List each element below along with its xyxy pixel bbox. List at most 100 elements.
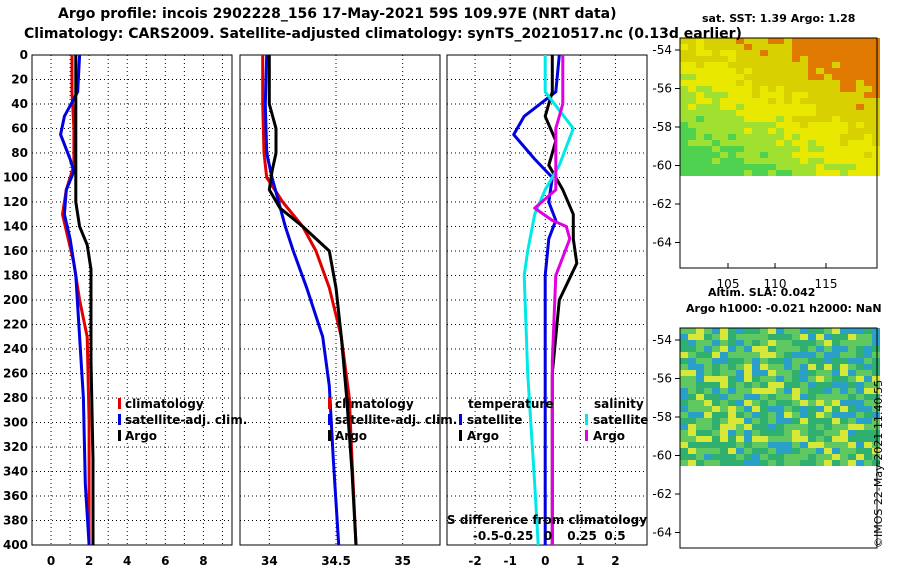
map-cell (848, 334, 856, 340)
map-cell (856, 110, 864, 116)
map-cell (832, 448, 840, 454)
map-cell (760, 376, 768, 382)
map-cell (784, 92, 792, 98)
y-tick-label: 380 (3, 514, 28, 528)
map-cell (712, 122, 720, 128)
map-cell (744, 418, 752, 424)
map-cell (840, 38, 848, 44)
map-cell (864, 352, 872, 358)
map-cell (720, 454, 728, 460)
map-cell (824, 56, 832, 62)
map-cell (832, 134, 840, 140)
map-cell (688, 74, 696, 80)
map-cell (712, 140, 720, 146)
map-cell (744, 370, 752, 376)
map-cell (824, 122, 832, 128)
map-cell (728, 44, 736, 50)
map-cell (768, 328, 776, 334)
map-cell (824, 134, 832, 140)
map-cell (872, 104, 880, 110)
map-cell (712, 364, 720, 370)
map-cell (864, 50, 872, 56)
map-cell (776, 164, 784, 170)
map-cell (720, 400, 728, 406)
map-cell (824, 430, 832, 436)
map-cell (704, 352, 712, 358)
map-cell (776, 424, 784, 430)
map-cell (704, 358, 712, 364)
map-cell (768, 436, 776, 442)
map-cell (792, 164, 800, 170)
map-cell (824, 460, 832, 466)
map-cell (872, 164, 880, 170)
map-cell (848, 340, 856, 346)
map-cell (696, 158, 704, 164)
map-cell (784, 68, 792, 74)
map-cell (808, 364, 816, 370)
map-cell (704, 140, 712, 146)
map-cell (752, 164, 760, 170)
map-cell (736, 340, 744, 346)
map-cell (760, 98, 768, 104)
map-cell (680, 140, 688, 146)
map-cell (696, 62, 704, 68)
map-cell (848, 158, 856, 164)
map-cell (752, 134, 760, 140)
map-cell (808, 370, 816, 376)
map-cell (680, 86, 688, 92)
x-tick-label: 1 (576, 554, 584, 568)
map-cell (712, 62, 720, 68)
map-cell (736, 334, 744, 340)
map-cell (824, 394, 832, 400)
map-cell (872, 56, 880, 62)
map-cell (808, 152, 816, 158)
map-cell (704, 364, 712, 370)
map-cell (832, 86, 840, 92)
map-cell (688, 86, 696, 92)
map-cell (776, 50, 784, 56)
map-cell (856, 328, 864, 334)
map-cell (752, 370, 760, 376)
map-cell (760, 400, 768, 406)
map-cell (840, 146, 848, 152)
map-cell (688, 424, 696, 430)
map-cell (728, 92, 736, 98)
map-cell (864, 56, 872, 62)
map-cell (816, 98, 824, 104)
map-cell (832, 158, 840, 164)
map-cell (848, 412, 856, 418)
map-cell (856, 164, 864, 170)
map-cell (752, 394, 760, 400)
map-cell (696, 418, 704, 424)
map-cell (728, 152, 736, 158)
map-cell (688, 334, 696, 340)
map-cell (688, 140, 696, 146)
map-cell (680, 68, 688, 74)
map-cell (704, 454, 712, 460)
map-cell (760, 454, 768, 460)
map-cell (680, 116, 688, 122)
map-cell (832, 364, 840, 370)
map-cell (736, 412, 744, 418)
map-cell (736, 80, 744, 86)
map-cell (792, 436, 800, 442)
map-cell (792, 406, 800, 412)
map-cell (824, 412, 832, 418)
map-cell (680, 442, 688, 448)
map-cell (856, 56, 864, 62)
map-cell (784, 400, 792, 406)
map-cell (688, 50, 696, 56)
map-cell (712, 376, 720, 382)
map-cell (784, 364, 792, 370)
map-cell (696, 442, 704, 448)
map-cell (728, 394, 736, 400)
map-cell (864, 418, 872, 424)
map-cell (760, 170, 768, 176)
map-cell (704, 56, 712, 62)
map-cell (744, 328, 752, 334)
map-cell (760, 122, 768, 128)
map-cell (832, 412, 840, 418)
map-cell (856, 340, 864, 346)
map-cell (872, 454, 880, 460)
map-cell (864, 406, 872, 412)
